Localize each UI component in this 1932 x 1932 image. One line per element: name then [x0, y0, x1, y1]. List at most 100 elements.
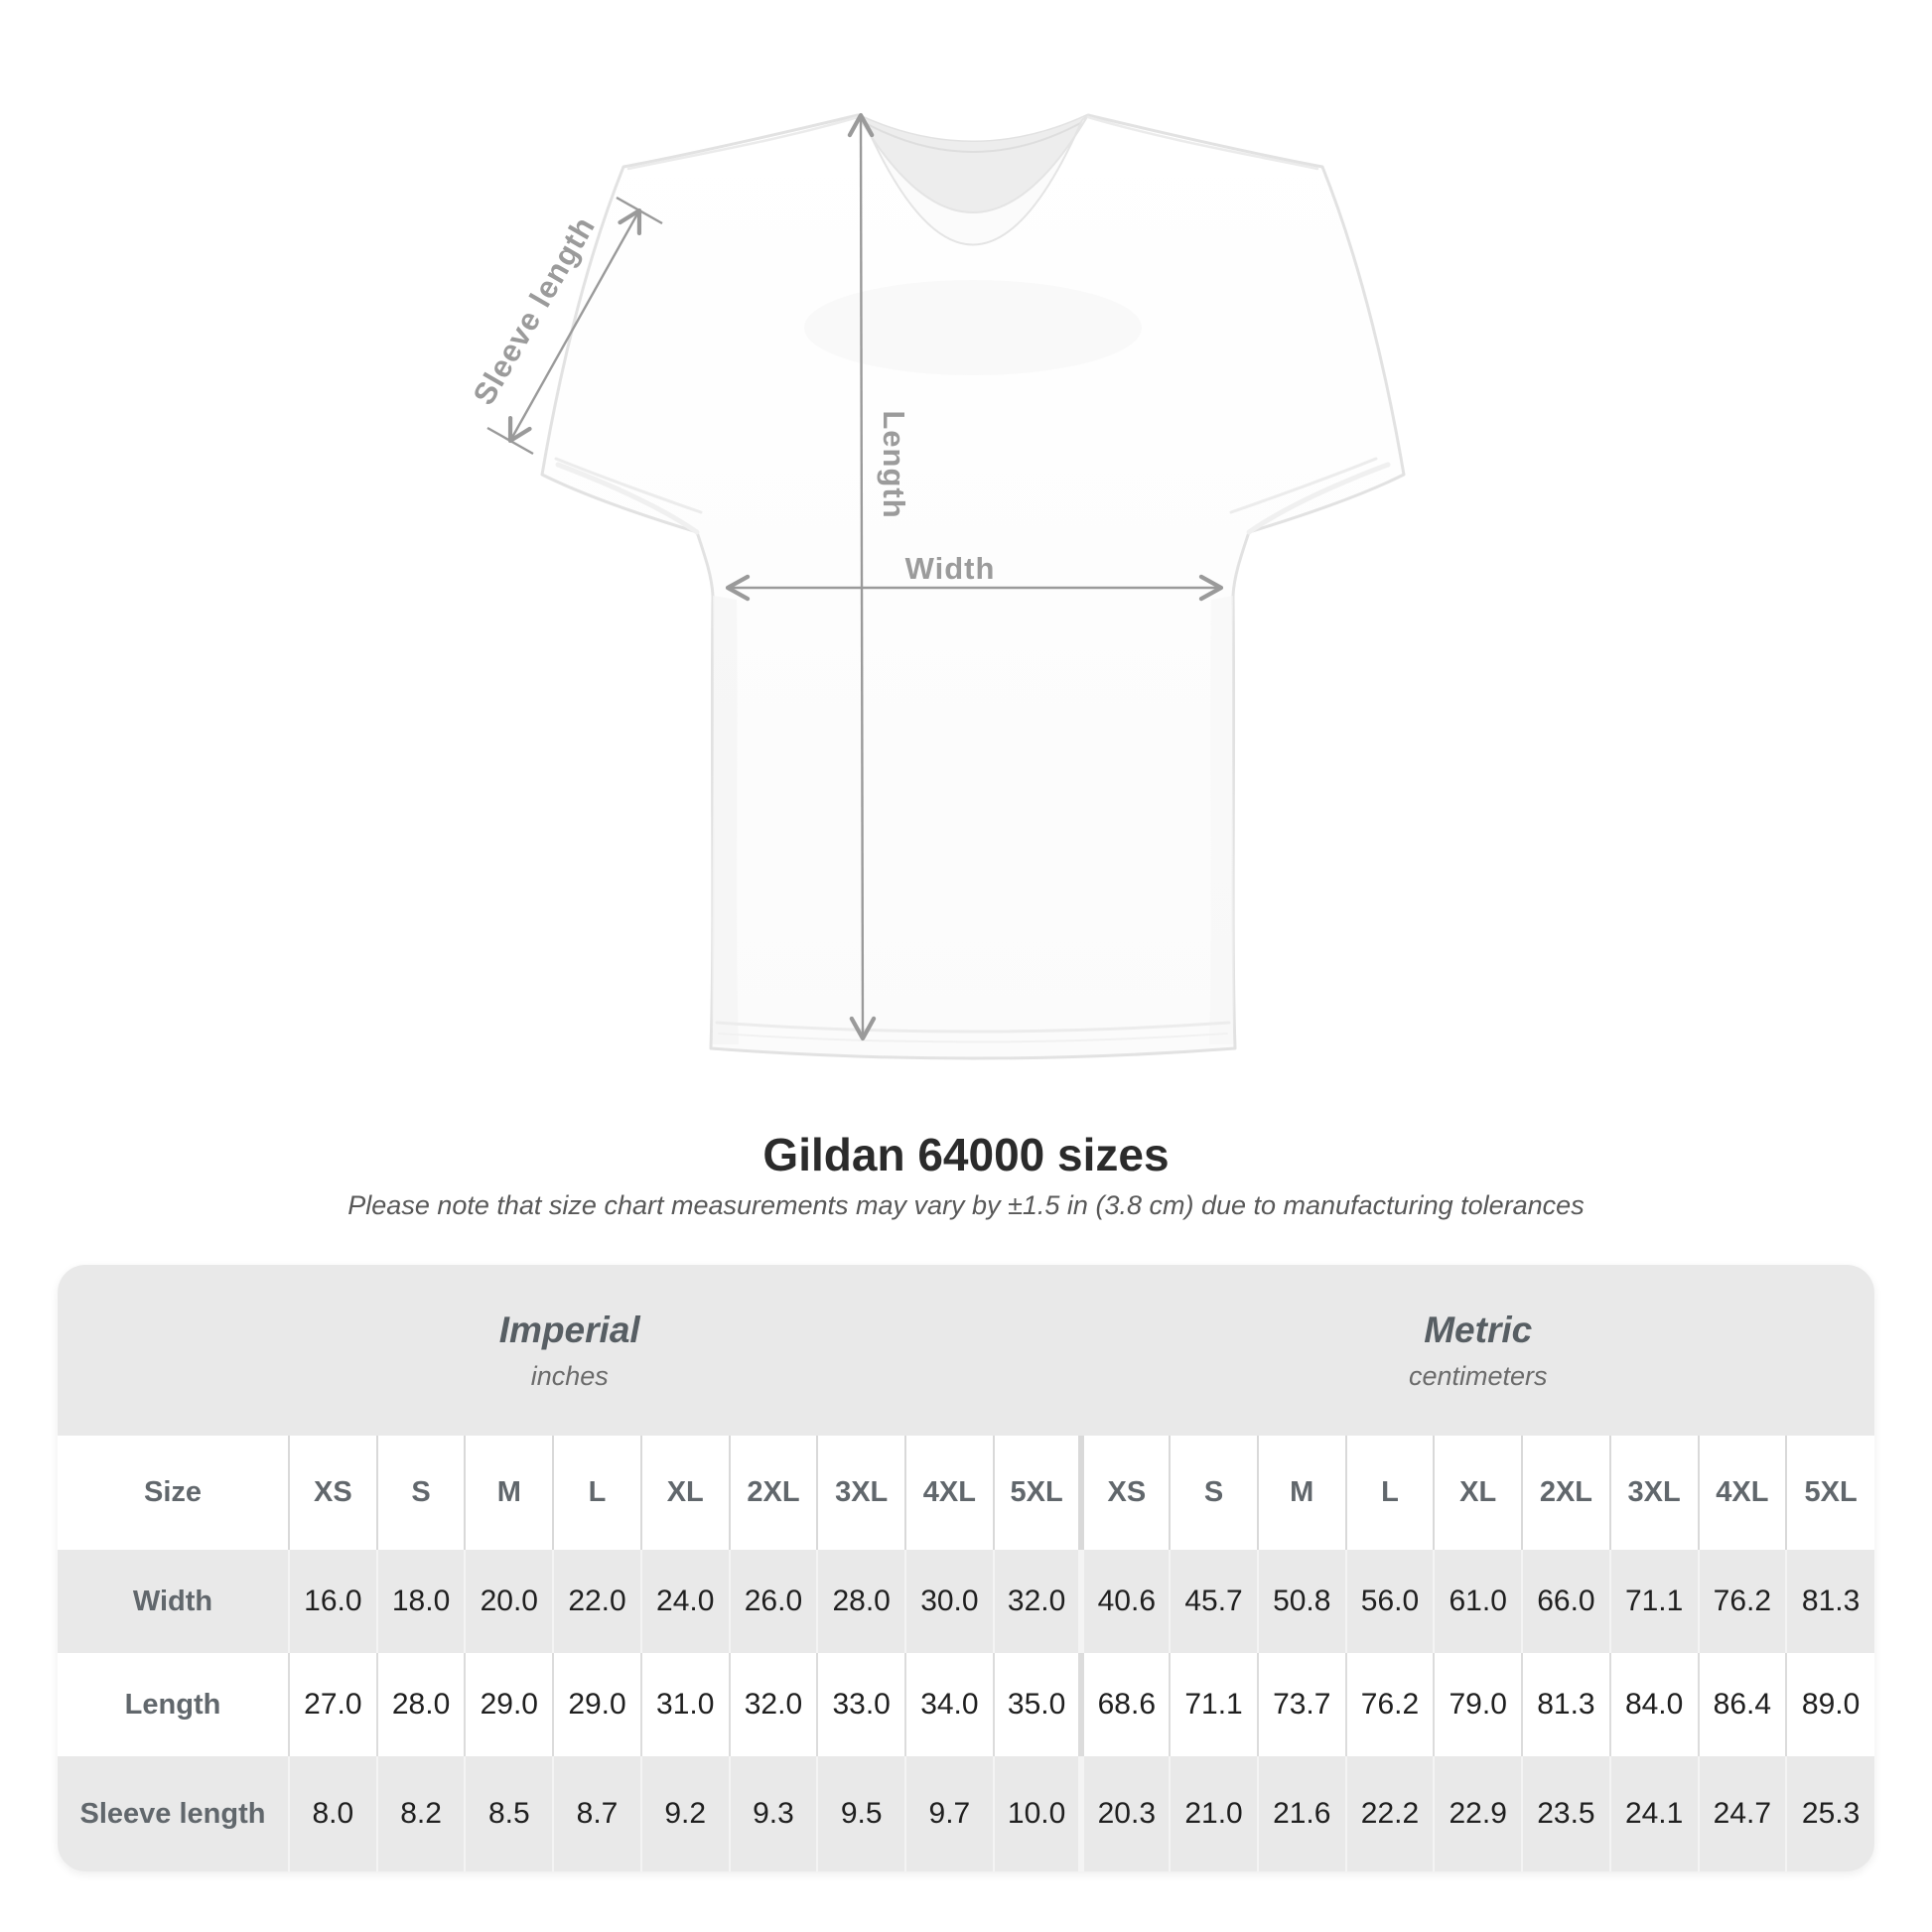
size-column-header: S: [1169, 1436, 1258, 1550]
measurement-value: 28.0: [816, 1550, 906, 1653]
size-column-header: 2XL: [728, 1436, 818, 1550]
width-label: Width: [905, 551, 996, 586]
size-column-header: L: [552, 1436, 641, 1550]
measurement-value: 21.6: [1256, 1756, 1346, 1871]
measurement-value: 81.3: [1521, 1653, 1610, 1756]
size-column-header: 4XL: [904, 1436, 994, 1550]
measurement-value: 28.0: [375, 1653, 466, 1756]
metric-unit: centimeters: [1408, 1361, 1548, 1391]
measurement-value: 40.6: [1078, 1550, 1171, 1653]
measurement-value: 33.0: [816, 1653, 906, 1756]
measurement-value: 22.9: [1433, 1756, 1523, 1871]
left-shoulder-seam: [626, 115, 860, 171]
left-sleeve-hem-seam: [554, 457, 703, 514]
measurement-value: 27.0: [288, 1653, 377, 1756]
measurement-value: 32.0: [728, 1653, 818, 1756]
size-column-label: Size: [143, 1476, 203, 1508]
imperial-unit: inches: [530, 1361, 609, 1391]
size-column-header: S: [375, 1436, 466, 1550]
metric-title: Metric: [1424, 1310, 1533, 1350]
size-table: Imperial inches Metric centimeters Size …: [58, 1265, 1874, 1871]
right-sleeve-hem-seam: [1229, 457, 1378, 514]
measurement-value: 8.5: [464, 1756, 554, 1871]
measurement-value: 89.0: [1785, 1653, 1874, 1756]
page-title: Gildan 64000 sizes: [762, 1129, 1170, 1180]
size-column-header: 4XL: [1697, 1436, 1787, 1550]
measurement-value: 68.6: [1078, 1653, 1171, 1756]
right-side-shade: [1209, 596, 1234, 1044]
measurement-value: 66.0: [1521, 1550, 1610, 1653]
measurement-value: 81.3: [1785, 1550, 1874, 1653]
measurement-value: 71.1: [1608, 1550, 1699, 1653]
measurement-value: 84.0: [1608, 1653, 1699, 1756]
measurement-value: 8.0: [288, 1756, 377, 1871]
row-label: Width: [132, 1585, 213, 1617]
size-column-header: 5XL: [992, 1436, 1082, 1550]
measurement-value: 10.0: [992, 1756, 1082, 1871]
sleeve-measure-line: [507, 207, 642, 444]
measurement-annotations: [486, 112, 1224, 1041]
measurement-value: 23.5: [1521, 1756, 1610, 1871]
size-column-header: 5XL: [1785, 1436, 1874, 1550]
measurement-value: 73.7: [1256, 1653, 1346, 1756]
measurement-value: 76.2: [1697, 1550, 1787, 1653]
bottom-hem-seam-2: [718, 1033, 1228, 1043]
row-label: Sleeve length: [79, 1797, 266, 1830]
measurement-value: 34.0: [904, 1653, 994, 1756]
chest-shade: [804, 280, 1142, 375]
measurement-value: 21.0: [1169, 1756, 1258, 1871]
sleeve-measure-tick-bottom: [486, 426, 534, 456]
collar-back-seam: [861, 120, 1085, 153]
bottom-hem-seam: [715, 1021, 1231, 1034]
measurement-value: 22.0: [552, 1550, 641, 1653]
measurement-value: 20.3: [1078, 1756, 1171, 1871]
measurement-value: 24.0: [639, 1550, 730, 1653]
measurement-value: 56.0: [1344, 1550, 1435, 1653]
imperial-section-header: Imperial inches: [58, 1265, 1081, 1436]
measurement-value: 32.0: [992, 1550, 1082, 1653]
measurement-value: 9.5: [816, 1756, 906, 1871]
length-label: Length: [877, 410, 911, 518]
measurement-value: 50.8: [1256, 1550, 1346, 1653]
measurement-value: 45.7: [1169, 1550, 1258, 1653]
tshirt-diagram: Sleeve length Length Width: [467, 112, 1406, 1060]
measurement-value: 35.0: [992, 1653, 1082, 1756]
measurement-value: 8.2: [375, 1756, 466, 1871]
measurement-value: 18.0: [375, 1550, 466, 1653]
size-column-header: M: [464, 1436, 554, 1550]
size-column-header: 3XL: [1608, 1436, 1699, 1550]
measurement-value: 24.1: [1608, 1756, 1699, 1871]
tolerance-note: Please note that size chart measurements…: [347, 1190, 1585, 1220]
measurement-value: 24.7: [1697, 1756, 1787, 1871]
measurement-row: Width 16.0 18.0 20.0 22.0 24.0 26.0 28.0 30.0 32.…: [58, 1550, 1874, 1653]
measurement-value: 8.7: [552, 1756, 641, 1871]
measurement-value: 71.1: [1169, 1653, 1258, 1756]
row-label: Length: [124, 1688, 221, 1721]
measurement-value: 29.0: [552, 1653, 641, 1756]
measurement-value: 25.3: [1785, 1756, 1874, 1871]
measurement-value: 22.2: [1344, 1756, 1435, 1871]
unit-header-row: Imperial inches Metric centimeters: [58, 1265, 1874, 1436]
size-column-header: XL: [1433, 1436, 1523, 1550]
sleeve-measure-tick-top: [616, 196, 663, 225]
measurement-value: 20.0: [464, 1550, 554, 1653]
measurement-value: 76.2: [1344, 1653, 1435, 1756]
left-side-shade: [712, 596, 739, 1044]
size-column-header: XS: [288, 1436, 377, 1550]
measurement-value: 16.0: [288, 1550, 377, 1653]
measurement-value: 61.0: [1433, 1550, 1523, 1653]
measurement-value: 29.0: [464, 1653, 554, 1756]
size-header-row: Size XS S M L XL 2XL 3XL 4XL 5XL XS S M L XL 2XL 3XL 4XL…: [58, 1436, 1874, 1550]
right-underarm-crease: [1246, 462, 1391, 535]
right-shoulder-seam: [1086, 115, 1319, 171]
size-column-header: 2XL: [1521, 1436, 1610, 1550]
size-column-header: L: [1344, 1436, 1435, 1550]
measurement-value: 26.0: [728, 1550, 818, 1653]
measurement-value: 79.0: [1433, 1653, 1523, 1756]
measurement-value: 30.0: [904, 1550, 994, 1653]
measurement-row: Length 27.0 28.0 29.0 29.0 31.0 32.0 33.0 34.0 35…: [58, 1653, 1874, 1756]
size-column-header: XL: [639, 1436, 730, 1550]
size-column-header: M: [1256, 1436, 1346, 1550]
collar-band: [857, 114, 1089, 246]
